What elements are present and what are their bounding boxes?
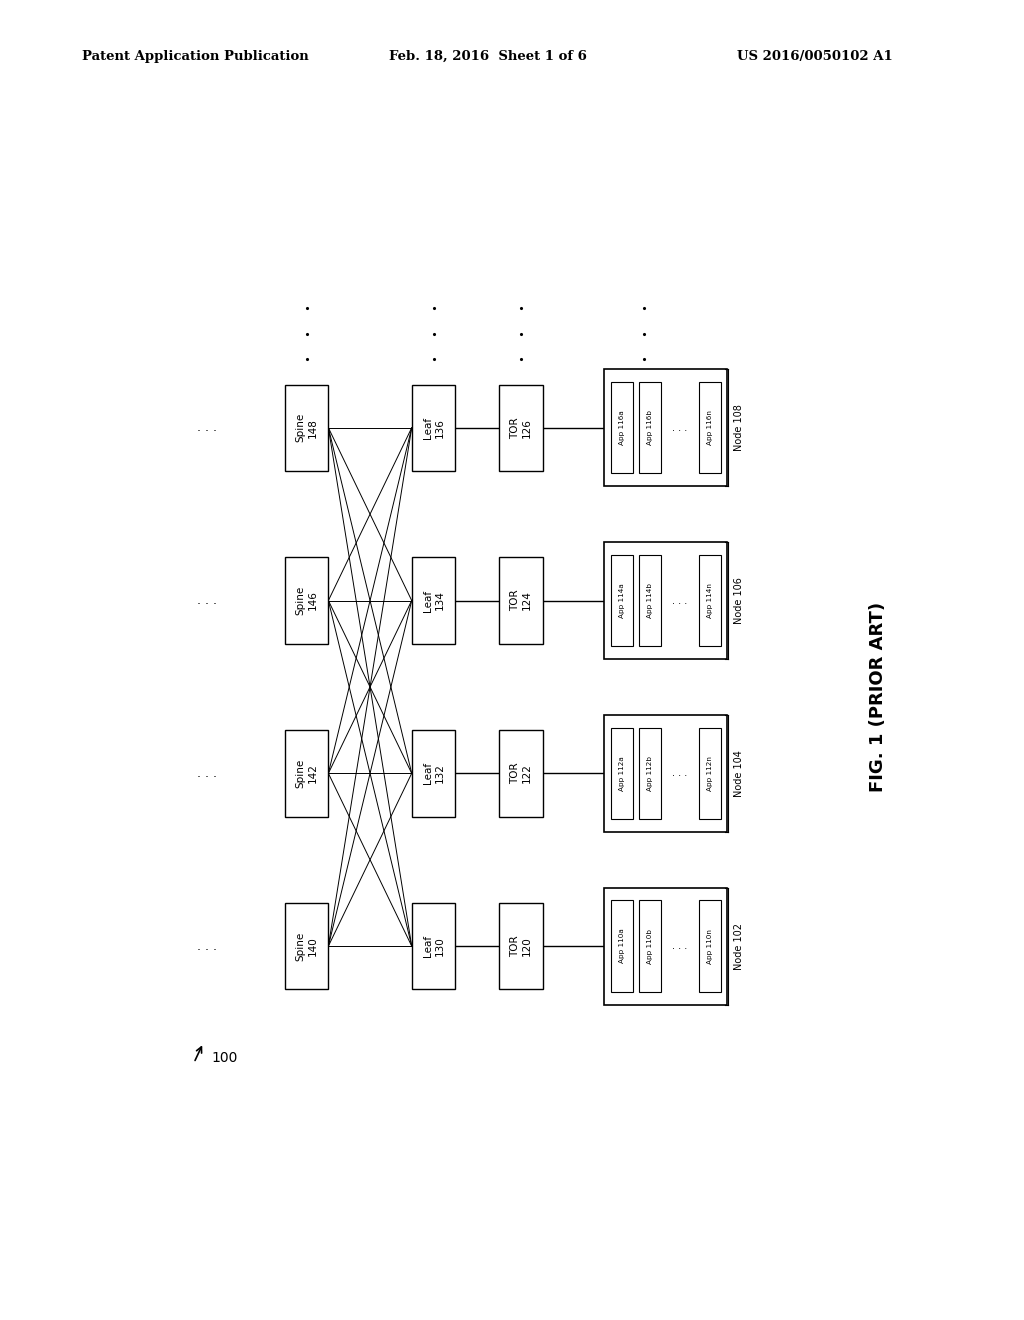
Bar xyxy=(639,554,662,647)
Text: App 114n: App 114n xyxy=(707,583,713,618)
Text: Spine
140: Spine 140 xyxy=(296,932,317,961)
Bar xyxy=(285,903,329,989)
Bar xyxy=(610,554,633,647)
Text: App 116n: App 116n xyxy=(707,411,713,445)
Bar xyxy=(698,554,721,647)
Text: App 110n: App 110n xyxy=(707,929,713,964)
Text: App 110b: App 110b xyxy=(647,928,653,964)
Text: TOR
122: TOR 122 xyxy=(510,763,531,784)
Text: App 114b: App 114b xyxy=(647,583,653,618)
Text: . . .: . . . xyxy=(673,595,687,606)
Text: Leaf
136: Leaf 136 xyxy=(423,417,444,438)
Text: App 114a: App 114a xyxy=(618,583,625,618)
Bar xyxy=(604,370,727,486)
Text: App 110a: App 110a xyxy=(618,929,625,964)
Text: Leaf
134: Leaf 134 xyxy=(423,590,444,611)
Bar xyxy=(639,381,662,474)
Bar xyxy=(285,730,329,817)
Text: US 2016/0050102 A1: US 2016/0050102 A1 xyxy=(737,50,893,63)
Bar xyxy=(412,384,456,471)
Text: . . .: . . . xyxy=(198,767,217,780)
Bar xyxy=(412,557,456,644)
Bar xyxy=(610,381,633,474)
Text: Patent Application Publication: Patent Application Publication xyxy=(82,50,308,63)
Bar xyxy=(610,900,633,991)
Text: . . .: . . . xyxy=(198,940,217,953)
Bar xyxy=(610,727,633,818)
Text: TOR
126: TOR 126 xyxy=(510,417,531,438)
Bar xyxy=(499,903,543,989)
Bar xyxy=(604,715,727,832)
Bar xyxy=(698,900,721,991)
Text: TOR
124: TOR 124 xyxy=(510,590,531,611)
Text: App 116a: App 116a xyxy=(618,411,625,445)
Bar xyxy=(285,384,329,471)
Text: App 112n: App 112n xyxy=(707,756,713,791)
Text: Spine
142: Spine 142 xyxy=(296,759,317,788)
Bar xyxy=(639,900,662,991)
Text: Leaf
132: Leaf 132 xyxy=(423,762,444,784)
Text: Node 106: Node 106 xyxy=(734,577,744,624)
Text: Feb. 18, 2016  Sheet 1 of 6: Feb. 18, 2016 Sheet 1 of 6 xyxy=(389,50,587,63)
Text: . . .: . . . xyxy=(198,421,217,434)
Text: App 112b: App 112b xyxy=(647,756,653,791)
Text: FIG. 1 (PRIOR ART): FIG. 1 (PRIOR ART) xyxy=(869,602,887,792)
Bar xyxy=(285,557,329,644)
Text: App 112a: App 112a xyxy=(618,756,625,791)
Text: Node 102: Node 102 xyxy=(734,923,744,970)
Text: 100: 100 xyxy=(211,1051,238,1065)
Text: . . .: . . . xyxy=(198,594,217,607)
Bar xyxy=(499,730,543,817)
Text: App 116b: App 116b xyxy=(647,411,653,445)
Bar xyxy=(639,727,662,818)
Bar xyxy=(499,384,543,471)
Text: Spine
148: Spine 148 xyxy=(296,413,317,442)
Text: . . .: . . . xyxy=(673,768,687,779)
Bar xyxy=(499,557,543,644)
Bar xyxy=(604,543,727,659)
Text: Leaf
130: Leaf 130 xyxy=(423,935,444,957)
Text: TOR
120: TOR 120 xyxy=(510,936,531,957)
Text: Spine
146: Spine 146 xyxy=(296,586,317,615)
Bar xyxy=(412,903,456,989)
Bar xyxy=(698,727,721,818)
Text: Node 104: Node 104 xyxy=(734,750,744,797)
Bar xyxy=(604,887,727,1005)
Bar xyxy=(412,730,456,817)
Text: Node 108: Node 108 xyxy=(734,404,744,451)
Bar xyxy=(698,381,721,474)
Text: . . .: . . . xyxy=(673,422,687,433)
Text: . . .: . . . xyxy=(673,941,687,952)
